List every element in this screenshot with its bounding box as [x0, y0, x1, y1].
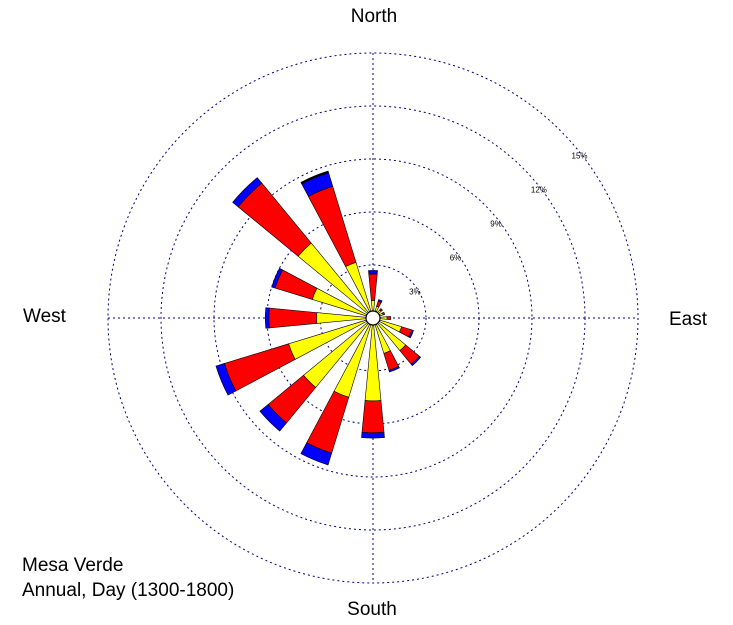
ring-label-6: 6%	[450, 254, 462, 263]
petal-2-band-1	[379, 308, 383, 312]
petal-8-band-1	[361, 400, 385, 434]
ring-label-12: 12%	[531, 185, 547, 194]
compass-label-south: South	[347, 599, 397, 620]
petal-0-band-0	[370, 300, 376, 312]
compass-label-east: East	[669, 309, 708, 330]
compass-label-west: West	[23, 306, 67, 327]
petal-9-band-2	[300, 442, 333, 466]
calm-circle	[365, 310, 381, 326]
petal-9-band-1	[306, 390, 350, 454]
petal-13-band-2	[271, 267, 283, 289]
petal-8-band-2	[361, 431, 385, 439]
petal-5-band-2	[408, 329, 414, 339]
petal-0-band-2	[368, 270, 378, 275]
petal-3-band-1	[381, 311, 386, 316]
petal-11-band-1	[224, 343, 296, 392]
ring-label-9: 9%	[490, 220, 502, 229]
ring-label-3: 3%	[409, 288, 421, 297]
petal-10-band-2	[259, 404, 287, 432]
compass-label-north: North	[351, 6, 397, 27]
grid-ring-15	[107, 52, 639, 584]
petal-0-band-1	[368, 273, 378, 301]
petal-12-band-0	[316, 312, 367, 324]
period-caption: Annual, Day (1300-1800)	[22, 580, 235, 601]
petal-12-band-1	[268, 307, 318, 329]
petal-12-band-2	[265, 307, 270, 329]
petal-11-band-2	[215, 363, 237, 396]
petal-13-band-1	[274, 269, 318, 300]
petal-4-band-1	[386, 315, 391, 321]
petal-6-band-2	[410, 355, 422, 367]
ring-label-15: 15%	[572, 151, 588, 160]
petal-4-band-0	[379, 316, 388, 320]
wind-rose-petals	[215, 170, 422, 466]
petal-15-band-3	[300, 170, 329, 185]
ring-labels: 3% 6% 9% 12% 15%	[409, 151, 587, 296]
petal-7-band-2	[388, 365, 400, 373]
grid-ring-9	[213, 158, 533, 478]
station-caption: Mesa Verde	[22, 555, 124, 576]
petal-1-band-2	[377, 299, 383, 303]
petal-14-band-2	[232, 177, 263, 208]
